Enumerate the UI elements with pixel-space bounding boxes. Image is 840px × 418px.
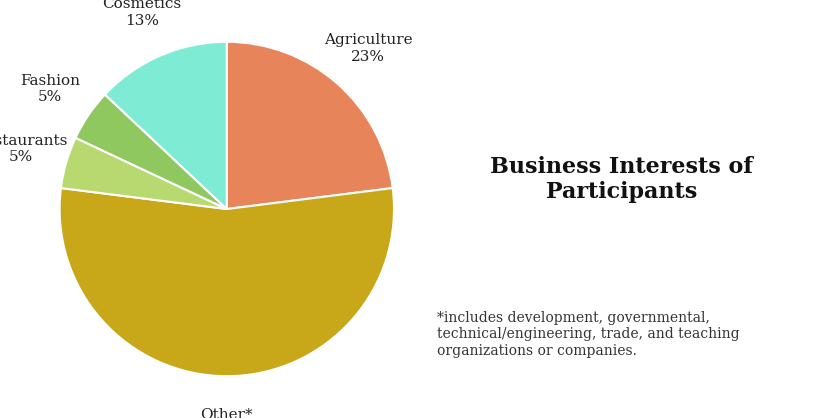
Text: Restaurants
5%: Restaurants 5% <box>0 134 68 164</box>
Text: *includes development, governmental,
technical/engineering, trade, and teaching
: *includes development, governmental, tec… <box>437 311 739 358</box>
Wedge shape <box>76 94 227 209</box>
Text: Cosmetics
13%: Cosmetics 13% <box>102 0 181 28</box>
Wedge shape <box>105 42 227 209</box>
Text: Business Interests of
Participants: Business Interests of Participants <box>491 156 753 204</box>
Text: Fashion
5%: Fashion 5% <box>20 74 80 104</box>
Wedge shape <box>60 188 394 376</box>
Text: Agriculture
23%: Agriculture 23% <box>324 33 412 64</box>
Wedge shape <box>61 138 227 209</box>
Wedge shape <box>227 42 392 209</box>
Text: Other*
54%: Other* 54% <box>201 408 253 418</box>
